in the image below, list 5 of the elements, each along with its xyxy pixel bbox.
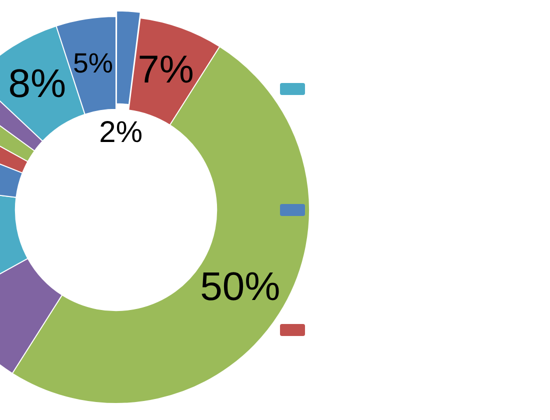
data-label: 7% (138, 48, 194, 92)
data-label: 2% (99, 116, 142, 149)
data-label: 8% (8, 62, 66, 106)
data-label: 5% (72, 47, 114, 78)
data-label: 50% (200, 264, 280, 309)
